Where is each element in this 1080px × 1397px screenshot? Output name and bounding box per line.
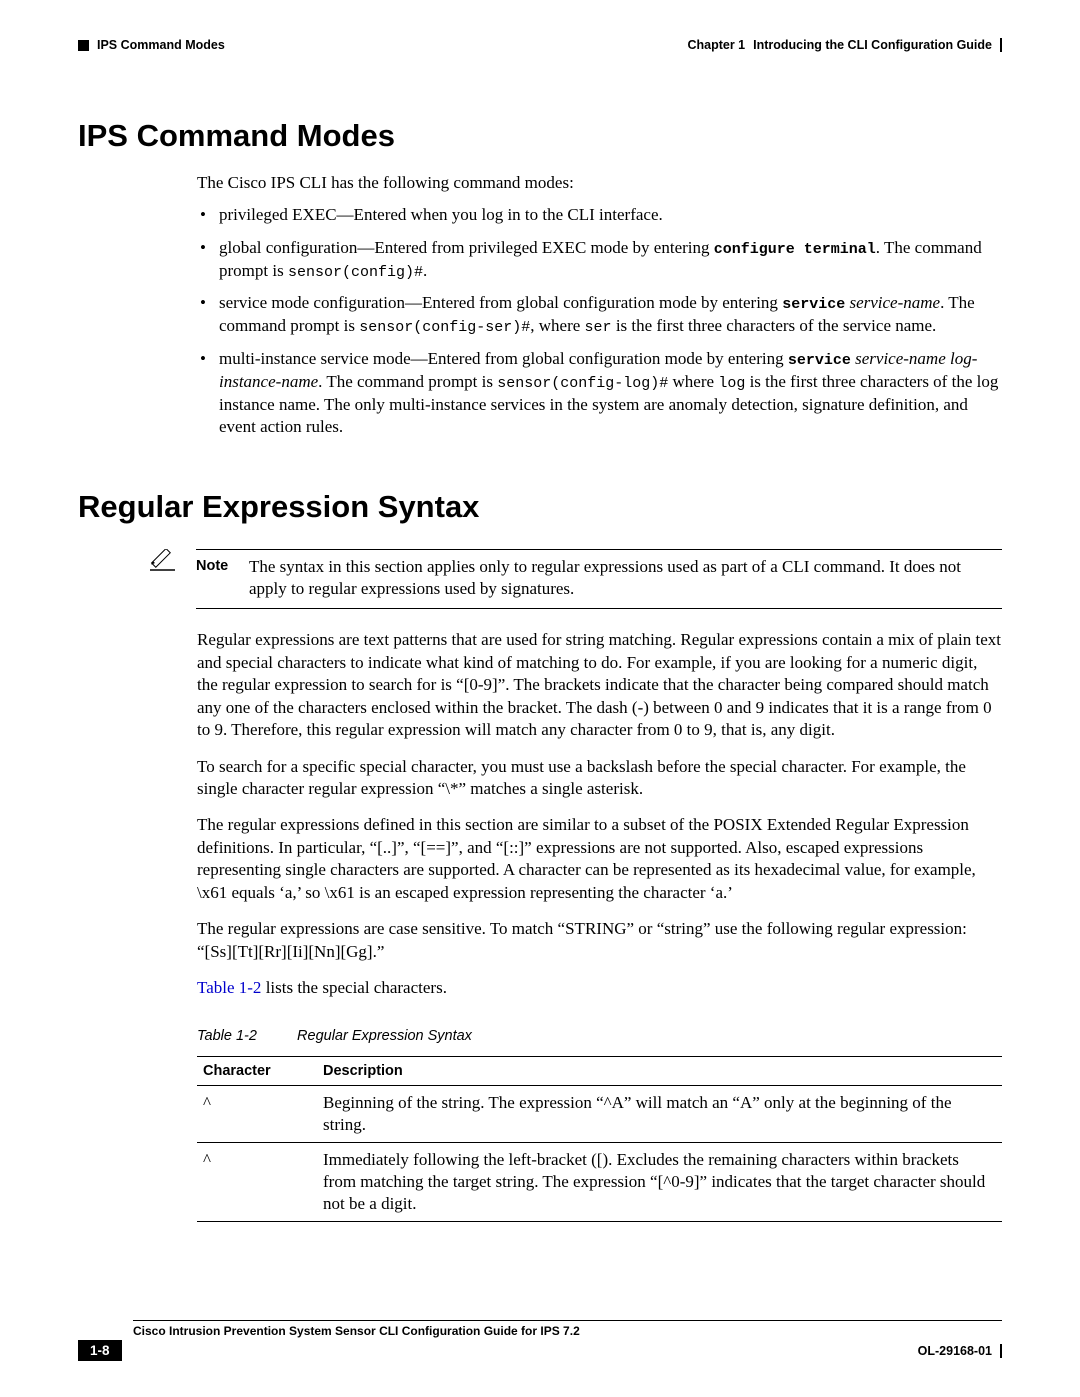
table-title: Regular Expression Syntax (297, 1028, 472, 1044)
note-text: The syntax in this section applies only … (249, 556, 1002, 601)
regex-table: Character Description ^ Beginning of the… (197, 1056, 1002, 1222)
page-number-badge: 1-8 (78, 1340, 122, 1361)
footer-doc-id: OL-29168-01 (918, 1344, 1002, 1358)
note-rule-top (196, 549, 1002, 550)
para-3: The regular expressions defined in this … (197, 814, 1002, 904)
header-left: IPS Command Modes (78, 38, 225, 52)
col-description: Description (317, 1056, 1002, 1085)
note-label: Note (196, 556, 249, 574)
note-block: Note The syntax in this section applies … (144, 549, 1002, 616)
header-section: IPS Command Modes (97, 38, 225, 52)
table-row: ^ Immediately following the left-bracket… (197, 1142, 1002, 1221)
table-caption: Table 1-2 Regular Expression Syntax (197, 1028, 1002, 1044)
footer-book-title: Cisco Intrusion Prevention System Sensor… (133, 1320, 1002, 1338)
mode-item-global-config: global configuration—Entered from privil… (197, 237, 1002, 283)
header-divider-icon (1000, 38, 1002, 52)
header-chapter: Chapter 1 (687, 38, 745, 52)
table-header-row: Character Description (197, 1056, 1002, 1085)
note-content: Note The syntax in this section applies … (144, 549, 1002, 616)
intro-a: The Cisco IPS CLI has the following comm… (197, 172, 1002, 194)
cell-char: ^ (197, 1142, 317, 1221)
table-row: ^ Beginning of the string. The expressio… (197, 1085, 1002, 1142)
mode-item-privileged: privileged EXEC—Entered when you log in … (197, 204, 1002, 226)
para-2: To search for a specific special charact… (197, 756, 1002, 801)
mode-item-service-mode: service mode configuration—Entered from … (197, 292, 1002, 338)
header-right: Chapter 1 Introducing the CLI Configurat… (687, 38, 1002, 52)
cell-desc: Beginning of the string. The expression … (317, 1085, 1002, 1142)
heading-ips-command-modes: IPS Command Modes (78, 118, 1002, 154)
mode-item-multi-instance: multi-instance service mode—Entered from… (197, 348, 1002, 438)
heading-regex-syntax: Regular Expression Syntax (78, 489, 1002, 525)
mode-list: privileged EXEC—Entered when you log in … (197, 204, 1002, 438)
footer-bottom: 1-8 OL-29168-01 (78, 1340, 1002, 1361)
note-body: Note The syntax in this section applies … (196, 549, 1002, 616)
note-rule-bottom (196, 608, 1002, 609)
footer-divider-icon (1000, 1344, 1002, 1358)
running-header: IPS Command Modes Chapter 1 Introducing … (78, 38, 1002, 52)
table-ref-link[interactable]: Table 1-2 (197, 978, 261, 997)
running-footer: Cisco Intrusion Prevention System Sensor… (78, 1320, 1002, 1361)
note-pencil-icon (144, 549, 182, 571)
header-title: Introducing the CLI Configuration Guide (753, 38, 992, 52)
page: IPS Command Modes Chapter 1 Introducing … (0, 0, 1080, 1397)
section-body-b: Regular expressions are text patterns th… (197, 629, 1002, 1222)
cell-desc: Immediately following the left-bracket (… (317, 1142, 1002, 1221)
para-1: Regular expressions are text patterns th… (197, 629, 1002, 741)
table-number: Table 1-2 (197, 1028, 293, 1044)
para-5: Table 1-2 lists the special characters. (197, 977, 1002, 999)
header-square-icon (78, 40, 89, 51)
col-character: Character (197, 1056, 317, 1085)
section-body-a: The Cisco IPS CLI has the following comm… (197, 172, 1002, 439)
cell-char: ^ (197, 1085, 317, 1142)
para-4: The regular expressions are case sensiti… (197, 918, 1002, 963)
